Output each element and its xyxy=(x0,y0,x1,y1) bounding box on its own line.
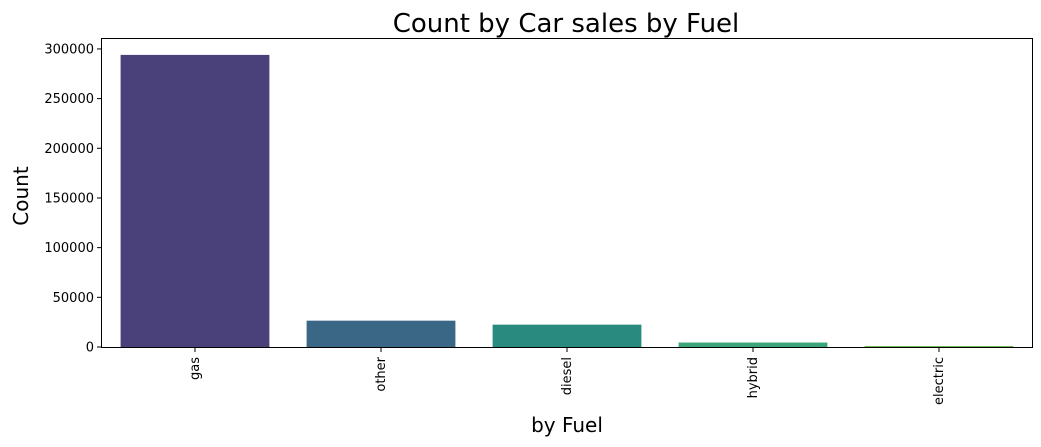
x-axis-ticks: gas other diesel hybrid electric xyxy=(188,347,947,405)
y-tick-label: 150000 xyxy=(44,191,94,206)
y-tick-label: 100000 xyxy=(44,241,94,256)
y-tick-label: 250000 xyxy=(44,92,94,107)
y-tick-label: 0 xyxy=(86,341,94,356)
x-tick-label: electric xyxy=(932,357,947,405)
bar-diesel xyxy=(492,324,642,347)
y-tick-label: 50000 xyxy=(53,291,94,306)
x-tick-label: diesel xyxy=(560,357,575,395)
bar-electric xyxy=(864,346,1014,347)
y-tick-label: 300000 xyxy=(44,42,94,57)
plot-frame xyxy=(101,38,1033,348)
bar-other xyxy=(306,320,456,347)
bar-gas xyxy=(120,54,270,348)
x-tick-label: other xyxy=(374,356,389,391)
y-axis-label: Count xyxy=(9,166,33,226)
x-tick-label: hybrid xyxy=(746,357,761,398)
x-tick-label: gas xyxy=(188,357,203,380)
chart-title: Count by Car sales by Fuel xyxy=(393,9,740,39)
y-axis-ticks: 0 50000 100000 150000 200000 250000 300000 xyxy=(44,42,102,356)
bars-group xyxy=(120,54,1014,348)
x-axis-label: by Fuel xyxy=(531,413,603,437)
bar-hybrid xyxy=(678,342,828,347)
y-tick-label: 200000 xyxy=(44,142,94,157)
